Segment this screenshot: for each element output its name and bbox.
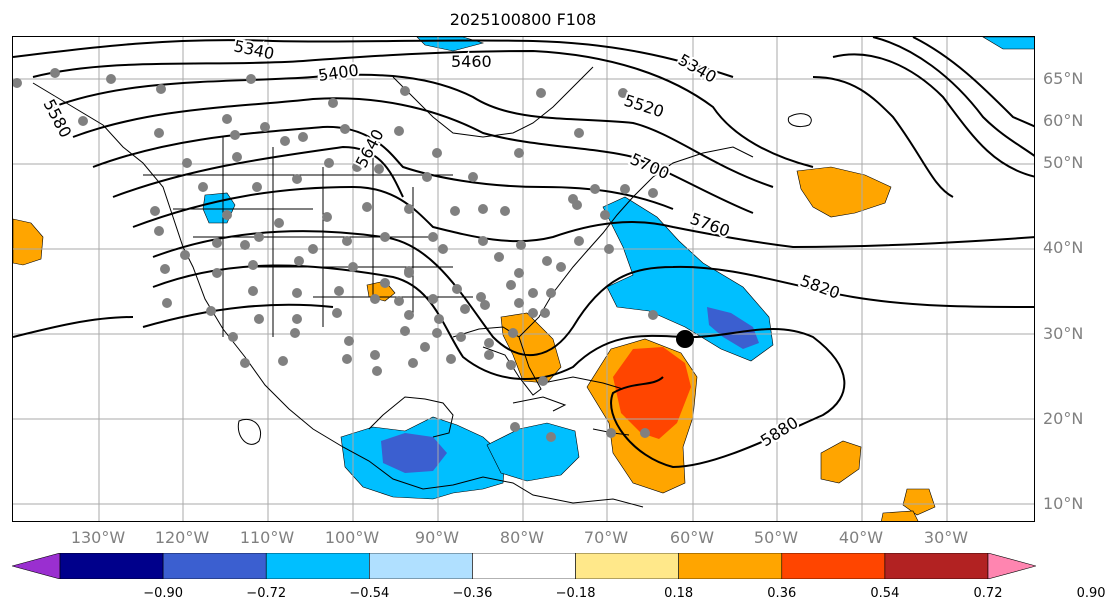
contour-label: 5340 — [675, 50, 720, 87]
lon-label: 80°W — [499, 528, 545, 547]
colorbar-tick-label: −0.54 — [349, 586, 390, 601]
colorbar-tick-label: 0.18 — [664, 586, 694, 601]
lon-label: 60°W — [669, 528, 715, 547]
anomaly-neg-top-right — [982, 37, 1034, 50]
lat-label: 20°N — [1043, 409, 1084, 428]
lon-label: 110°W — [239, 528, 295, 547]
colorbar-tick-label: 0.54 — [870, 586, 900, 601]
lat-label: 60°N — [1043, 111, 1084, 130]
colorbar-segment — [884, 553, 989, 579]
lon-label: 120°W — [154, 528, 210, 547]
colorbar-segment — [162, 553, 267, 579]
height-contours — [13, 37, 1034, 469]
contour-label: 5520 — [622, 91, 667, 122]
colorbar — [12, 553, 1036, 579]
colorbar-tick-label: −0.90 — [143, 586, 184, 601]
lon-label: 50°W — [753, 528, 799, 547]
contour-labels: 5340 5400 5460 5520 5640 5340 5700 5760 … — [37, 37, 844, 452]
anomaly-pos-north-atlantic — [796, 166, 892, 218]
lat-label: 30°N — [1043, 324, 1084, 343]
anomaly-strong-caribbean — [613, 347, 691, 439]
contour-label: 5580 — [39, 96, 75, 141]
anomaly-neg-atlantic-core — [707, 307, 759, 349]
colorbar-segment — [781, 553, 886, 579]
contour-label: 5820 — [798, 271, 843, 303]
colorbar-segment — [987, 553, 1036, 579]
black-dot-marker — [676, 330, 694, 348]
map-panel: 5340 5400 5460 5520 5640 5340 5700 5760 … — [12, 36, 1035, 522]
colorbar-tick-label: 0.72 — [973, 586, 1003, 601]
colorbar-tick-label: 0.36 — [767, 586, 797, 601]
lon-label: 130°W — [70, 528, 126, 547]
colorbar-segment — [678, 553, 783, 579]
contour-label: 5760 — [688, 209, 733, 241]
lat-label: 10°N — [1043, 494, 1084, 513]
contour-label: 5700 — [627, 149, 672, 183]
colorbar-tick-label: 0.90 — [1076, 586, 1105, 601]
contour-label: 5460 — [451, 52, 492, 71]
lat-label: 40°N — [1043, 238, 1084, 257]
station-dots — [13, 68, 658, 442]
map-title: 2025100800 F108 — [449, 10, 597, 29]
anomaly-pos-east-atlantic-c — [881, 510, 919, 521]
colorbar-segment — [369, 553, 473, 579]
colorbar-tick-label: −0.72 — [246, 586, 287, 601]
lon-label: 40°W — [838, 528, 884, 547]
colorbar-tick-label: −0.36 — [452, 586, 493, 601]
colorbar-tick-label: −0.18 — [555, 586, 596, 601]
lat-label: 50°N — [1043, 153, 1084, 172]
anomaly-neg-top-center — [416, 37, 485, 52]
colorbar-segment — [575, 553, 679, 579]
lon-label: 70°W — [583, 528, 629, 547]
anomaly-neg-mexico-core — [381, 433, 447, 473]
colorbar-segment — [12, 553, 61, 579]
anomaly-pos-east-atlantic-a — [820, 440, 862, 484]
colorbar-segment — [472, 553, 576, 579]
map-svg: 5340 5400 5460 5520 5640 5340 5700 5760 … — [13, 37, 1034, 521]
contour-label: 5880 — [757, 413, 802, 451]
shaded-anomalies — [13, 37, 1034, 521]
anomaly-neg-caribbean-sea — [486, 422, 580, 482]
colorbar-segment — [265, 553, 370, 579]
lon-label: 90°W — [414, 528, 460, 547]
anomaly-pos-west-edge — [13, 218, 44, 266]
lat-label: 65°N — [1043, 69, 1084, 88]
anomaly-pos-east-atlantic-b — [902, 488, 936, 516]
colorbar-segment — [59, 553, 164, 579]
lon-label: 100°W — [324, 528, 380, 547]
lon-label: 30°W — [923, 528, 969, 547]
